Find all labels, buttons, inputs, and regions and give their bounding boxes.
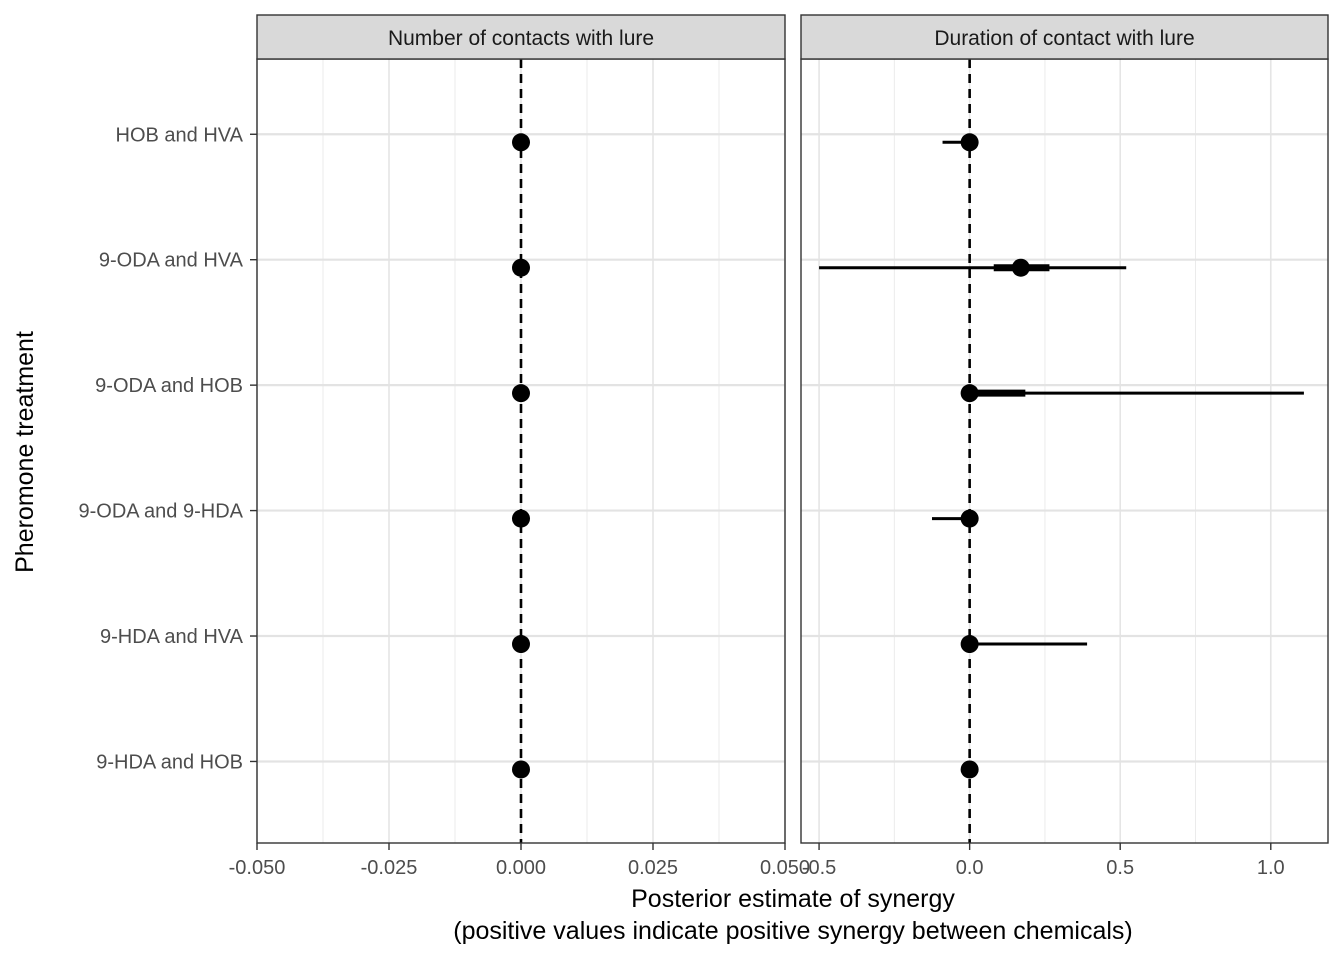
strip-header	[800, 14, 1329, 60]
median-point	[960, 384, 979, 403]
x-tick-label: 1.0	[1257, 857, 1285, 879]
estimate-hob-and-hva	[942, 133, 979, 152]
y-tick-label: 9-ODA and 9-HDA	[78, 501, 243, 523]
median-point	[512, 258, 530, 277]
median-point	[960, 635, 979, 654]
x-axis-subtitle: (positive values indicate positive syner…	[453, 917, 1133, 945]
estimate-9-oda-and-hva	[512, 258, 530, 277]
estimate-9-oda-and-9-hda	[512, 509, 530, 528]
median-point	[1011, 258, 1030, 277]
median-point	[512, 509, 530, 528]
x-tick-label: -0.025	[361, 857, 418, 879]
strip-label: Duration of contact with lure	[934, 27, 1194, 50]
estimate-9-hda-and-hob	[512, 760, 530, 779]
y-tick-labels: HOB and HVA 9-ODA and HVA 9-ODA and HOB 9-O…	[78, 124, 257, 773]
strip-label: Number of contacts with lure	[388, 27, 654, 50]
estimate-9-oda-and-hob	[960, 384, 1304, 403]
y-tick-label: HOB and HVA	[116, 124, 244, 146]
estimate-9-hda-and-hob	[960, 760, 979, 779]
x-tick-label: 0.000	[496, 857, 546, 879]
median-point	[960, 509, 979, 528]
x-tick-label: -0.5	[802, 857, 836, 879]
x-tick-label: -0.050	[229, 857, 286, 879]
median-point	[512, 760, 530, 779]
x-axis-title: Posterior estimate of synergy	[631, 885, 955, 913]
x-tick-label: 0.025	[628, 857, 678, 879]
median-point	[512, 384, 530, 403]
median-point	[960, 133, 979, 152]
x-tick-label: 0.0	[956, 857, 984, 879]
median-point	[512, 133, 530, 152]
estimate-9-oda-and-hva	[819, 258, 1127, 277]
x-tick-label: 0.5	[1106, 857, 1134, 879]
panels-layer: Number of contacts with lure -0.050 -0.025…	[229, 14, 1329, 879]
panel-number-of-contacts-with-lure: Number of contacts with lure -0.050 -0.025…	[229, 14, 810, 879]
median-point	[512, 635, 530, 654]
strip-header	[256, 14, 786, 60]
y-tick-label: 9-ODA and HVA	[99, 250, 244, 272]
estimate-9-hda-and-hva	[512, 635, 530, 654]
estimate-9-oda-and-9-hda	[931, 509, 979, 528]
y-tick-label: 9-HDA and HVA	[100, 626, 244, 648]
panel-duration-of-contact-with-lure: Duration of contact with lure -0.5 0.0 0.5 1…	[800, 14, 1329, 879]
y-axis-title: Pheromone treatment	[11, 331, 39, 573]
x-tick-label: 0.050	[760, 857, 810, 879]
median-point	[960, 760, 979, 779]
estimate-hob-and-hva	[512, 133, 530, 152]
estimate-9-hda-and-hva	[960, 635, 1088, 654]
y-tick-label: 9-HDA and HOB	[96, 751, 243, 773]
panel-background	[801, 59, 1328, 843]
y-tick-label: 9-ODA and HOB	[95, 375, 243, 397]
estimate-9-oda-and-hob	[512, 384, 530, 403]
